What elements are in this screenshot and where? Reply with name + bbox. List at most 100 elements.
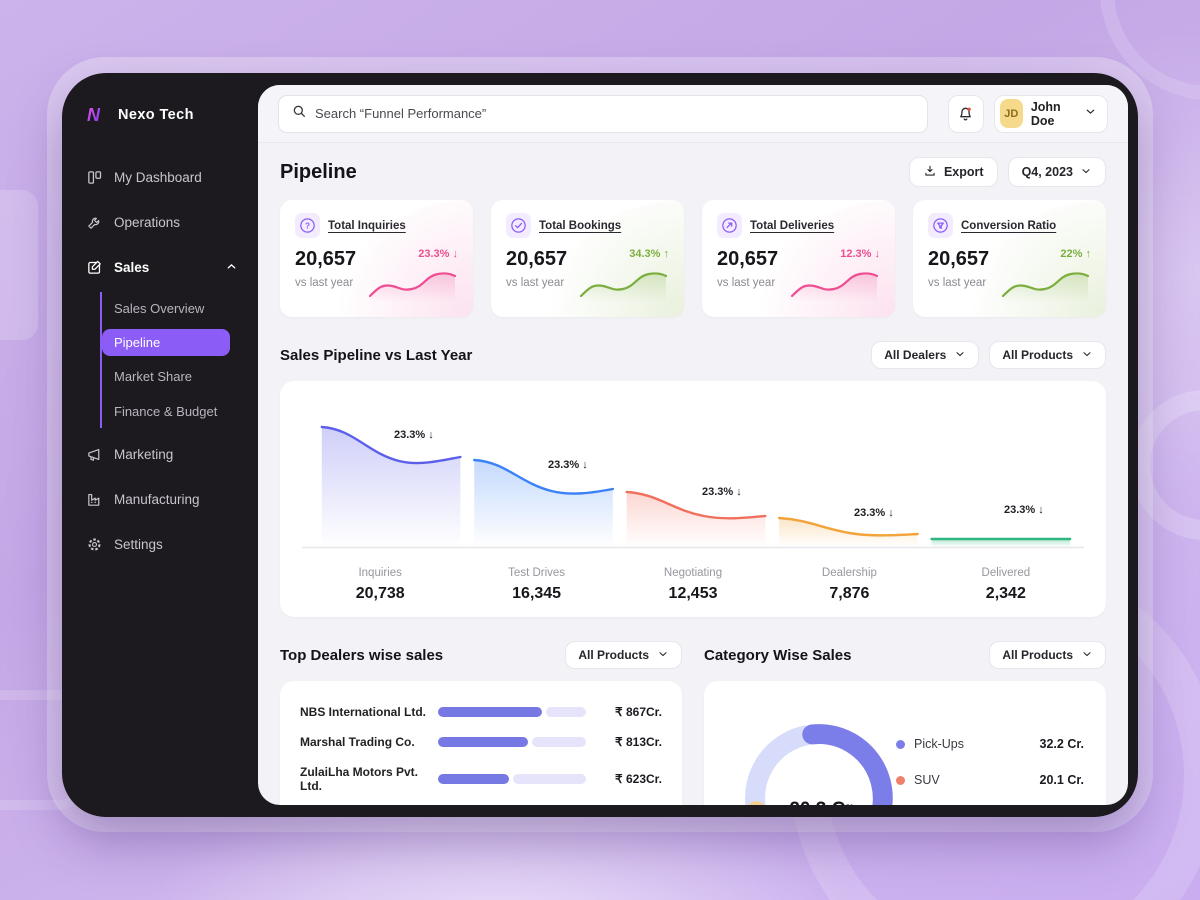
- kpi-value: 20,657: [295, 248, 357, 270]
- arrow-circle-icon: [717, 213, 742, 238]
- avatar: JD: [999, 99, 1023, 128]
- gear-icon: [86, 536, 103, 553]
- chevron-down-icon: [1084, 105, 1097, 123]
- stage-test-drives: Test Drives 16,345: [508, 567, 566, 602]
- search-input[interactable]: [315, 106, 915, 121]
- funnel-circle-icon: [928, 213, 953, 238]
- user-menu[interactable]: JD John Doe: [993, 94, 1108, 133]
- period-dropdown[interactable]: Q4, 2023: [1007, 157, 1106, 187]
- export-label: Export: [943, 165, 984, 179]
- subnav-item-market-share[interactable]: Market Share: [114, 369, 193, 384]
- kpi-value: 20,657: [506, 248, 568, 270]
- sidebar: N Nexo Tech My Dashboard Operations: [62, 73, 258, 817]
- sparkline-chart: [579, 272, 668, 302]
- sidebar-item-manufacturing[interactable]: Manufacturing: [86, 477, 238, 522]
- export-button[interactable]: Export: [908, 157, 998, 187]
- chevron-down-icon: [954, 348, 966, 363]
- subnav-item-finance-budget[interactable]: Finance & Budget: [114, 404, 218, 419]
- search-bar[interactable]: [278, 94, 928, 133]
- check-circle-icon: [506, 213, 531, 238]
- nexo-logo-icon: N: [87, 105, 101, 125]
- dealer-row: ZulaiLha Motors Pvt. Ltd. ₹ 623Cr.: [300, 765, 662, 793]
- funnel-chart: [302, 425, 1084, 549]
- kpi-value: 20,657: [928, 248, 990, 270]
- sidebar-item-marketing[interactable]: Marketing: [86, 432, 238, 477]
- legend-item-pickups: Pick-Ups 32.2 Cr.: [896, 737, 1084, 751]
- sidebar-nav: My Dashboard Operations Sales: [86, 155, 238, 567]
- sidebar-item-operations[interactable]: Operations: [86, 200, 238, 245]
- sidebar-item-label: Settings: [114, 537, 163, 552]
- sidebar-item-my-dashboard[interactable]: My Dashboard: [86, 155, 238, 200]
- svg-text:N: N: [87, 105, 101, 125]
- stage-delta-label: 23.3% ↓: [702, 486, 742, 498]
- sparkline-chart: [790, 272, 879, 302]
- donut-center-label: 20.3 Cr: [766, 799, 876, 805]
- notifications-button[interactable]: [948, 94, 984, 133]
- dealer-name: NBS International Ltd.: [300, 705, 426, 719]
- filter-value: All Products: [578, 648, 649, 662]
- dealer-name: ZulaiLha Motors Pvt. Ltd.: [300, 765, 419, 793]
- filter-value: All Products: [1002, 648, 1073, 662]
- section-title: Category Wise Sales: [704, 646, 852, 664]
- sales-subnav: Sales Overview Pipeline Market Share Fin…: [100, 292, 238, 428]
- sparkline-chart: [368, 272, 457, 302]
- kpi-title: Total Bookings: [539, 219, 622, 232]
- kpi-title: Conversion Ratio: [961, 219, 1057, 232]
- app-window: N Nexo Tech My Dashboard Operations: [62, 73, 1138, 817]
- stage-delta-label: 23.3% ↓: [1004, 504, 1044, 516]
- funnel-chart-area: 23.3% ↓ 23.3% ↓ 23.3% ↓ 23.3% ↓ 23.3% ↓: [302, 397, 1084, 557]
- kpi-title: Total Deliveries: [750, 219, 835, 232]
- dealer-bar: [438, 737, 586, 747]
- wrench-icon: [86, 214, 103, 231]
- chevron-down-icon: [1081, 348, 1093, 363]
- subnav-item-sales-overview[interactable]: Sales Overview: [114, 301, 205, 316]
- dealer-row: Marshal Trading Co. ₹ 813Cr.: [300, 735, 662, 749]
- subnav-item-pipeline[interactable]: Pipeline: [102, 329, 230, 356]
- kpi-delta: 23.3% ↓: [418, 248, 458, 260]
- sales-subnav-wrap: Sales Overview Pipeline Market Share Fin…: [86, 292, 238, 428]
- kpi-subtext: vs last year: [295, 277, 354, 289]
- kpi-delta: 34.3% ↑: [629, 248, 669, 260]
- section-title: Sales Pipeline vs Last Year: [280, 346, 473, 364]
- dealers-products-dropdown[interactable]: All Products: [565, 641, 682, 669]
- factory-icon: [86, 491, 103, 508]
- kpi-value: 20,657: [717, 248, 779, 270]
- stage-delta-label: 23.3% ↓: [548, 459, 588, 471]
- chevron-down-icon: [657, 648, 669, 663]
- sidebar-item-settings[interactable]: Settings: [86, 522, 238, 567]
- stage-inquiries: Inquiries 20,738: [355, 567, 405, 602]
- notification-dot: [967, 107, 972, 111]
- dealer-bar: [438, 774, 586, 784]
- all-dealers-dropdown[interactable]: All Dealers: [871, 341, 980, 369]
- top-dealers-column: Top Dealers wise sales All Products NBS …: [280, 641, 682, 805]
- kpi-subtext: vs last year: [506, 277, 565, 289]
- category-sales-column: Category Wise Sales All Products: [704, 641, 1106, 805]
- page-title: Pipeline: [280, 160, 357, 183]
- stage-delivered: Delivered 2,342: [981, 567, 1031, 602]
- sidebar-item-sales[interactable]: Sales: [86, 245, 238, 290]
- brand-name: Nexo Tech: [118, 107, 194, 123]
- brand-logo: N Nexo Tech: [86, 97, 238, 125]
- sidebar-item-label: Marketing: [114, 447, 174, 462]
- funnel-section-header: Sales Pipeline vs Last Year All Dealers …: [280, 341, 1106, 369]
- page-header: Pipeline Export Q4, 2023: [280, 157, 1106, 187]
- background-rect-decoration: [0, 190, 38, 340]
- kpi-card-total-inquiries: ? Total Inquiries 20,657 vs last year 23…: [280, 200, 473, 317]
- donut-legend: Pick-Ups 32.2 Cr. SUV 20.1 Cr.: [896, 737, 1084, 805]
- stage-delta-label: 23.3% ↓: [394, 429, 434, 441]
- page-content: Pipeline Export Q4, 2023: [258, 143, 1128, 805]
- svg-text:?: ?: [305, 221, 310, 231]
- main-panel: JD John Doe Pipeline Export: [258, 85, 1128, 805]
- legend-dot: [896, 775, 905, 785]
- all-products-dropdown[interactable]: All Products: [989, 341, 1106, 369]
- category-products-dropdown[interactable]: All Products: [989, 641, 1106, 669]
- filter-value: All Products: [1002, 348, 1073, 362]
- kpi-card-total-bookings: Total Bookings 20,657 vs last year 34.3%…: [491, 200, 684, 317]
- question-circle-icon: ?: [295, 213, 320, 238]
- dealer-name: Marshal Trading Co.: [300, 735, 415, 749]
- dealer-value: ₹ 623Cr.: [615, 772, 662, 786]
- kpi-delta: 12.3% ↓: [840, 248, 880, 260]
- kpi-subtext: vs last year: [717, 277, 776, 289]
- dealer-value: ₹ 867Cr.: [615, 705, 662, 719]
- chevron-down-icon: [1080, 165, 1092, 180]
